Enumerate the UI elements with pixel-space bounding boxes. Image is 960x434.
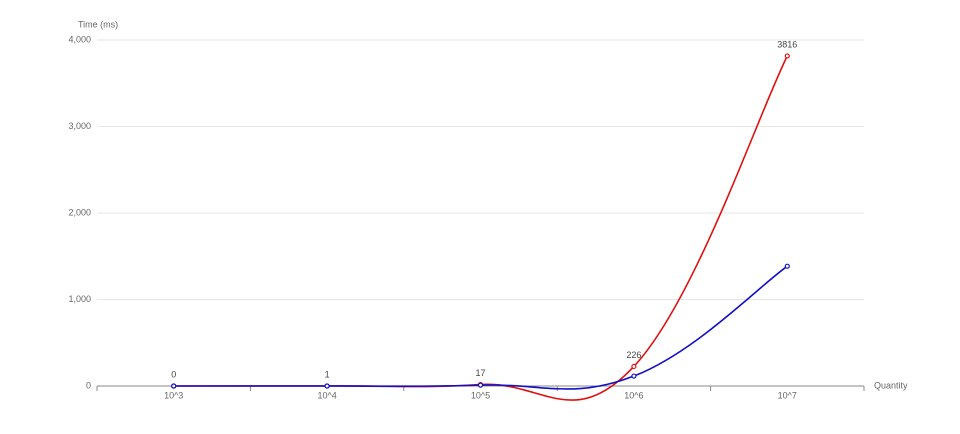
x-tick-label: 10^6	[624, 390, 643, 400]
y-tick-label: 0	[86, 380, 91, 390]
x-tick-label: 10^5	[471, 390, 490, 400]
x-tick-label: 10^4	[317, 390, 336, 400]
data-point	[477, 382, 484, 388]
x-tick-label: 10^7	[778, 390, 797, 400]
data-label: 1	[325, 369, 330, 379]
data-point	[171, 383, 177, 389]
data-point	[631, 373, 637, 379]
data-label: 0	[171, 369, 176, 379]
series-line	[173, 55, 789, 401]
data-point	[324, 383, 330, 389]
data-label: 3816	[777, 39, 797, 49]
y-tick-label: 4,000	[68, 34, 91, 44]
data-point	[784, 263, 790, 269]
x-tick-label: 10^3	[164, 390, 183, 400]
y-tick-label: 1,000	[68, 294, 91, 304]
data-label: 226	[626, 350, 641, 360]
y-axis-name: Time (ms)	[78, 19, 118, 29]
data-point	[784, 53, 790, 59]
y-tick-label: 3,000	[68, 121, 91, 131]
data-point	[631, 363, 637, 370]
data-label: 17	[475, 368, 485, 378]
x-axis-name: Quantity	[874, 380, 908, 390]
y-tick-label: 2,000	[68, 207, 91, 217]
